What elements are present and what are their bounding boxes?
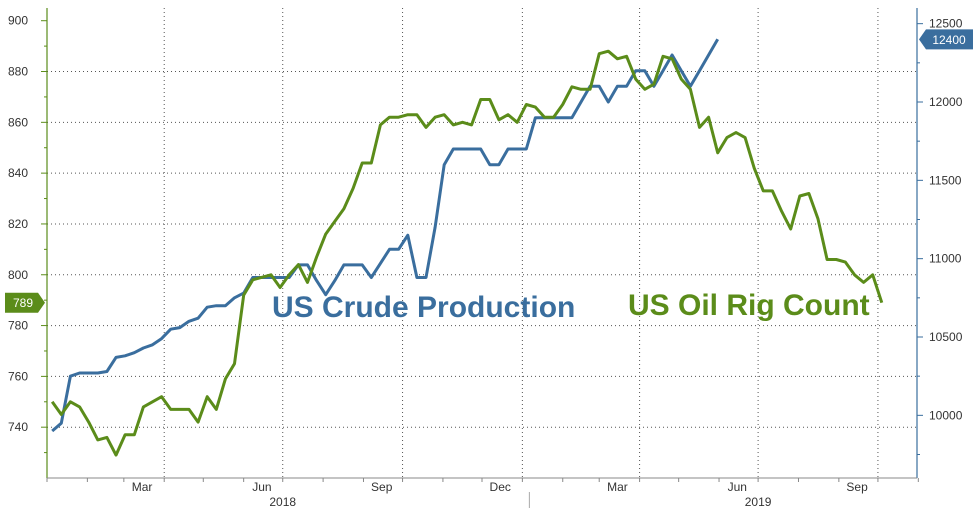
left-tick-label: 800 bbox=[8, 268, 28, 282]
right-tick-label: 10500 bbox=[929, 330, 963, 344]
chart-axes: 740 760 780 800 820 840 860 880 900 10000 10500 110… bbox=[8, 8, 963, 509]
x-tick-label: Sep bbox=[846, 480, 868, 494]
x-tick-label: Sep bbox=[371, 480, 393, 494]
series-line-oil-rig-count bbox=[50, 49, 884, 457]
x-tick-label: Jun bbox=[252, 480, 271, 494]
rig-end-tag bbox=[5, 292, 45, 313]
left-tick-label: 760 bbox=[8, 369, 28, 383]
x-tick-label: Mar bbox=[132, 480, 153, 494]
chart-series bbox=[50, 38, 884, 457]
right-tick-label: 10000 bbox=[929, 408, 963, 422]
left-tick-label: 740 bbox=[8, 420, 28, 434]
chart-end-labels: 12400 789 bbox=[5, 29, 973, 313]
right-tick-label: 11500 bbox=[929, 173, 962, 187]
left-tick-label: 780 bbox=[8, 319, 28, 333]
x-year-label: 2019 bbox=[745, 495, 772, 509]
x-tick-label: Jun bbox=[728, 480, 747, 494]
series-line-crude-production bbox=[51, 38, 719, 433]
rig-end-value: 789 bbox=[13, 296, 33, 310]
left-tick-label: 900 bbox=[8, 14, 28, 28]
left-tick-label: 840 bbox=[8, 166, 28, 180]
x-year-label: 2018 bbox=[269, 495, 296, 509]
crude-end-value: 12400 bbox=[932, 33, 966, 47]
right-tick-label: 11000 bbox=[929, 252, 962, 266]
x-tick-label: Dec bbox=[490, 480, 511, 494]
left-tick-label: 860 bbox=[8, 115, 28, 129]
annotation-crude-production: US Crude Production bbox=[272, 291, 575, 324]
right-tick-label: 12000 bbox=[929, 95, 963, 109]
left-tick-label: 820 bbox=[8, 217, 28, 231]
x-tick-label: Mar bbox=[607, 480, 628, 494]
right-tick-label: 12500 bbox=[929, 17, 963, 31]
left-tick-label: 880 bbox=[8, 65, 28, 79]
crude-end-tag bbox=[919, 29, 973, 50]
chart-grid bbox=[47, 8, 917, 478]
annotation-oil-rig-count: US Oil Rig Count bbox=[628, 289, 870, 322]
